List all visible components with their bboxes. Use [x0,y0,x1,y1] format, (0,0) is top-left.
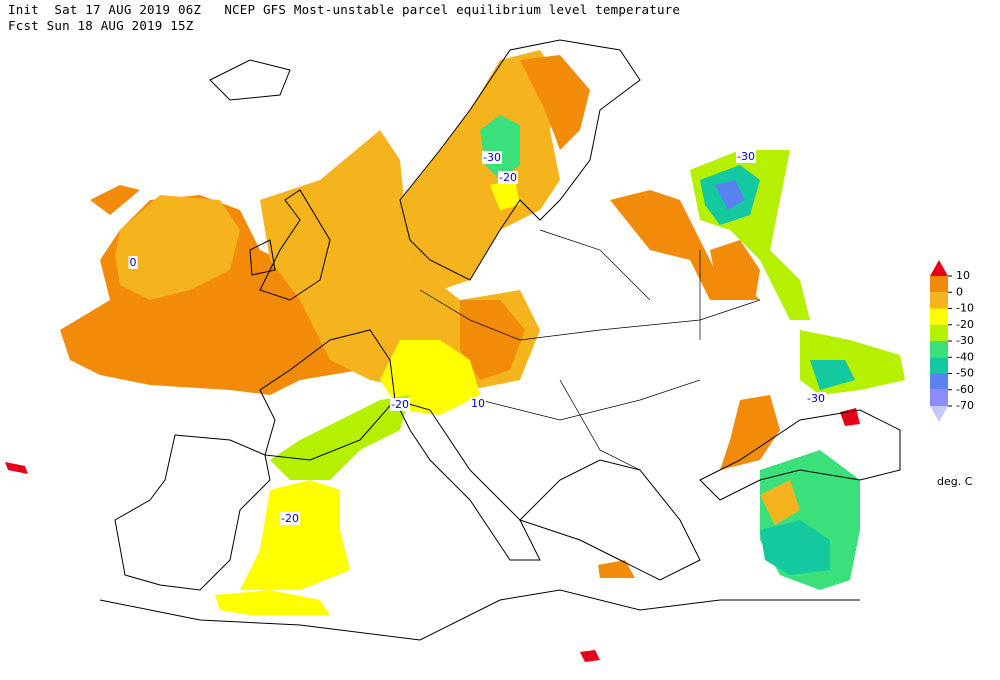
contour-label-box [806,392,826,405]
legend-swatch [930,308,948,325]
legend-tick-label: -70 [956,399,974,412]
contour-label-box [736,150,756,163]
legend-swatch [930,373,948,390]
contour-label: 0 [130,256,137,269]
contour-label-box [482,151,502,164]
contour-label: -20 [391,398,409,411]
legend-swatch [930,357,948,374]
legend-unit: deg. C [937,475,973,488]
contour-label: -30 [807,392,825,405]
legend-swatch [930,341,948,358]
contour-label: -20 [499,171,517,184]
legend-tick-label: -10 [956,302,974,315]
contour-label-box [390,398,410,411]
header-line: Init Sat 17 AUG 2019 06Z NCEP GFS Most-u… [8,2,681,17]
contour-label-box [280,512,300,525]
legend-swatch [930,260,948,276]
contour-label-box [470,397,486,410]
contour-label: -30 [737,150,755,163]
legend-tick-label: -60 [956,383,974,396]
contour-label: -30 [483,151,501,164]
legend-swatch [930,389,948,406]
legend-swatch [930,276,948,293]
header-line: Fcst Sun 18 AUG 2019 15Z [8,18,194,33]
legend-swatch [930,324,948,341]
legend-tick-label: -40 [956,350,974,363]
legend-tick-label: -20 [956,318,974,331]
contour-label: -20 [281,512,299,525]
contour-label-box [128,256,138,269]
legend-tick-label: 0 [956,285,963,298]
legend-swatch [930,292,948,309]
contour-label-box [498,171,518,184]
legend-swatch [930,406,948,422]
field-shading [5,50,905,662]
legend: 10 0 -10 -20 -30 -40 -50 -60 -70 deg. C [930,260,974,488]
coastlines [99,39,901,641]
legend-tick-label: 10 [956,269,970,282]
contour-label: 10 [471,397,485,410]
legend-tick-label: -30 [956,334,974,347]
contour-labels: 0 -30 -20 -30 -20 10 -30 -20 [128,150,826,525]
legend-tick-label: -50 [956,367,974,380]
